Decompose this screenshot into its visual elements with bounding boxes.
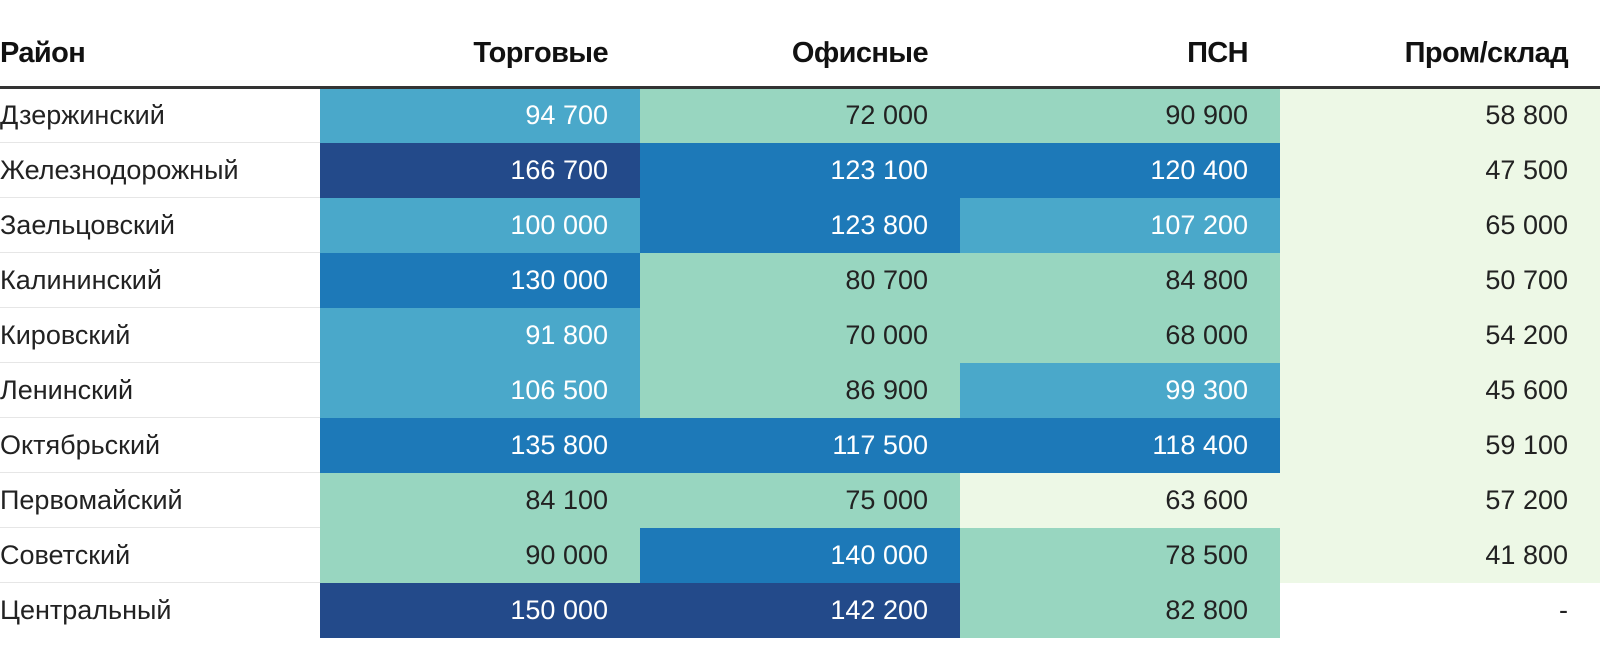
cell-retail: 84 100 — [320, 472, 640, 528]
price-heatmap-table: Район Торговые Офисные ПСН Пром/склад Дз… — [0, 20, 1600, 638]
cell-office: 117 500 — [640, 417, 960, 473]
cell-office: 75 000 — [640, 472, 960, 528]
table-row: Дзержинский 94 700 72 000 90 900 58 800 — [0, 87, 1600, 143]
district-name: Центральный — [0, 582, 320, 638]
column-header-retail: Торговые — [320, 20, 640, 89]
cell-psn: 118 400 — [960, 417, 1280, 473]
cell-retail: 106 500 — [320, 362, 640, 418]
cell-psn: 82 800 — [960, 582, 1280, 638]
cell-office: 70 000 — [640, 307, 960, 363]
table-row: Октябрьский 135 800 117 500 118 400 59 100 — [0, 417, 1600, 473]
cell-office: 86 900 — [640, 362, 960, 418]
column-header-psn: ПСН — [960, 20, 1280, 89]
column-header-industrial-warehouse: Пром/склад — [1280, 20, 1600, 89]
cell-office: 72 000 — [640, 87, 960, 143]
cell-retail: 94 700 — [320, 87, 640, 143]
cell-office: 142 200 — [640, 582, 960, 638]
cell-retail: 166 700 — [320, 142, 640, 198]
cell-industrial-warehouse: 50 700 — [1280, 252, 1600, 308]
cell-psn: 84 800 — [960, 252, 1280, 308]
cell-psn: 68 000 — [960, 307, 1280, 363]
cell-industrial-warehouse: 54 200 — [1280, 307, 1600, 363]
cell-industrial-warehouse: 45 600 — [1280, 362, 1600, 418]
table-row: Железнодорожный 166 700 123 100 120 400 47 5… — [0, 142, 1600, 198]
cell-psn: 90 900 — [960, 87, 1280, 143]
cell-psn: 99 300 — [960, 362, 1280, 418]
cell-industrial-warehouse: 59 100 — [1280, 417, 1600, 473]
cell-office: 80 700 — [640, 252, 960, 308]
cell-industrial-warehouse: 57 200 — [1280, 472, 1600, 528]
cell-industrial-warehouse: - — [1280, 582, 1600, 638]
cell-office: 140 000 — [640, 527, 960, 583]
cell-office: 123 100 — [640, 142, 960, 198]
cell-industrial-warehouse: 58 800 — [1280, 87, 1600, 143]
column-header-office: Офисные — [640, 20, 960, 89]
cell-retail: 150 000 — [320, 582, 640, 638]
table-row: Кировский 91 800 70 000 68 000 54 200 — [0, 307, 1600, 363]
cell-industrial-warehouse: 65 000 — [1280, 197, 1600, 253]
district-name: Октябрьский — [0, 417, 320, 473]
cell-psn: 120 400 — [960, 142, 1280, 198]
cell-office: 123 800 — [640, 197, 960, 253]
table-row: Первомайский 84 100 75 000 63 600 57 200 — [0, 472, 1600, 528]
column-header-district: Район — [0, 20, 320, 89]
cell-retail: 90 000 — [320, 527, 640, 583]
district-name: Первомайский — [0, 472, 320, 528]
district-name: Дзержинский — [0, 87, 320, 143]
district-name: Железнодорожный — [0, 142, 320, 198]
table-row: Калининский 130 000 80 700 84 800 50 700 — [0, 252, 1600, 308]
district-name: Заельцовский — [0, 197, 320, 253]
cell-psn: 78 500 — [960, 527, 1280, 583]
cell-retail: 135 800 — [320, 417, 640, 473]
table-row: Заельцовский 100 000 123 800 107 200 65 000 — [0, 197, 1600, 253]
cell-psn: 63 600 — [960, 472, 1280, 528]
district-name: Ленинский — [0, 362, 320, 418]
table-row: Советский 90 000 140 000 78 500 41 800 — [0, 527, 1600, 583]
district-name: Советский — [0, 527, 320, 583]
cell-retail: 130 000 — [320, 252, 640, 308]
table-row: Центральный 150 000 142 200 82 800- — [0, 582, 1600, 638]
table-row: Ленинский 106 500 86 900 99 300 45 600 — [0, 362, 1600, 418]
cell-psn: 107 200 — [960, 197, 1280, 253]
district-name: Калининский — [0, 252, 320, 308]
cell-retail: 100 000 — [320, 197, 640, 253]
cell-industrial-warehouse: 41 800 — [1280, 527, 1600, 583]
district-name: Кировский — [0, 307, 320, 363]
cell-industrial-warehouse: 47 500 — [1280, 142, 1600, 198]
header-row: Район Торговые Офисные ПСН Пром/склад — [0, 20, 1600, 89]
cell-retail: 91 800 — [320, 307, 640, 363]
table-body: Дзержинский 94 700 72 000 90 900 58 800 Желез… — [0, 87, 1600, 638]
